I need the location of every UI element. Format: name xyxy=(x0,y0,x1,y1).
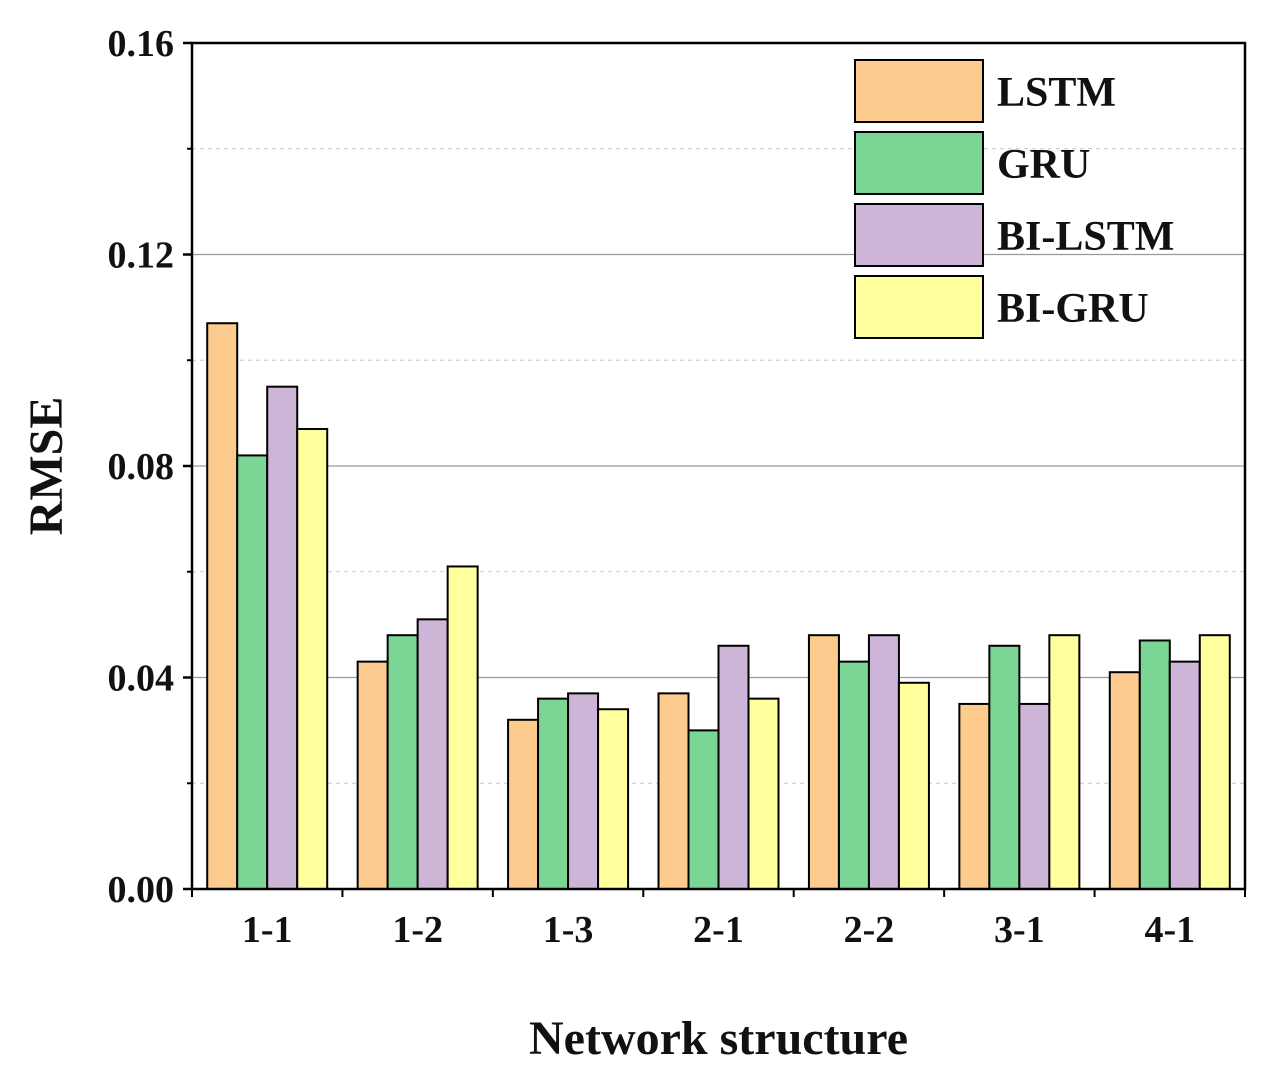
x-tick-label: 4-1 xyxy=(1144,909,1195,951)
x-tick-label: 2-1 xyxy=(693,909,744,951)
y-tick-label: 0.08 xyxy=(108,446,175,488)
bar-gru-1-3 xyxy=(537,697,570,891)
bar-gru-2-2 xyxy=(837,660,870,891)
x-axis-title: Network structure xyxy=(529,1012,908,1065)
x-tick-label: 2-2 xyxy=(844,909,895,951)
bars xyxy=(206,322,1231,891)
bar-gru-3-1 xyxy=(988,644,1021,891)
bar-bi-lstm-1-2 xyxy=(416,618,449,891)
bar-bi-gru-2-2 xyxy=(897,681,930,890)
bar-bi-gru-1-2 xyxy=(446,565,479,891)
legend-swatch-lstm xyxy=(854,59,984,123)
legend-swatch-bi-lstm xyxy=(854,203,984,267)
bar-bi-gru-3-1 xyxy=(1048,634,1081,891)
bar-lstm-2-2 xyxy=(807,634,840,891)
axis-ticks xyxy=(183,41,1246,897)
x-tick-label: 1-3 xyxy=(543,909,594,951)
bar-gru-1-2 xyxy=(386,634,419,891)
bar-lstm-3-1 xyxy=(958,702,991,890)
bar-gru-4-1 xyxy=(1138,639,1171,890)
y-tick-labels: 0.00 0.04 0.08 0.12 0.16 xyxy=(108,23,175,911)
bar-bi-lstm-4-1 xyxy=(1168,660,1201,891)
y-tick-label: 0.00 xyxy=(108,869,175,911)
legend-swatch-bi-gru xyxy=(854,275,984,339)
bar-gru-1-1 xyxy=(236,454,269,890)
legend-swatch-gru xyxy=(854,131,984,195)
x-tick-label: 3-1 xyxy=(994,909,1045,951)
bar-bi-lstm-3-1 xyxy=(1018,702,1051,890)
bar-lstm-1-2 xyxy=(356,660,389,891)
y-axis-title: RMSE xyxy=(20,397,73,536)
legend-label-lstm: LSTM xyxy=(997,70,1116,116)
x-tick-label: 1-1 xyxy=(242,909,293,951)
legend: LSTM GRU BI-LSTM BI-GRU xyxy=(854,59,1174,339)
bar-bi-gru-1-3 xyxy=(597,708,630,890)
bar-lstm-1-3 xyxy=(507,718,540,890)
y-tick-label: 0.12 xyxy=(108,235,175,277)
y-tick-label: 0.16 xyxy=(108,23,175,65)
bar-bi-gru-2-1 xyxy=(747,697,780,891)
x-tick-labels: 1-1 1-2 1-3 2-1 2-2 3-1 4-1 xyxy=(242,909,1195,951)
bar-lstm-1-1 xyxy=(206,322,239,890)
legend-label-bi-lstm: BI-LSTM xyxy=(997,214,1174,260)
bar-lstm-2-1 xyxy=(657,692,690,890)
x-tick-label: 1-2 xyxy=(392,909,443,951)
bar-bi-lstm-1-1 xyxy=(266,385,299,890)
legend-label-bi-gru: BI-GRU xyxy=(997,286,1149,332)
bar-bi-lstm-1-3 xyxy=(567,692,600,890)
bar-lstm-4-1 xyxy=(1108,671,1141,891)
bar-bi-gru-1-1 xyxy=(296,427,329,890)
bar-bi-gru-4-1 xyxy=(1198,634,1231,891)
legend-label-gru: GRU xyxy=(997,142,1090,188)
y-tick-label: 0.04 xyxy=(108,658,175,700)
bar-bi-lstm-2-1 xyxy=(717,644,750,891)
bar-gru-2-1 xyxy=(687,729,720,890)
bar-bi-lstm-2-2 xyxy=(867,634,900,891)
